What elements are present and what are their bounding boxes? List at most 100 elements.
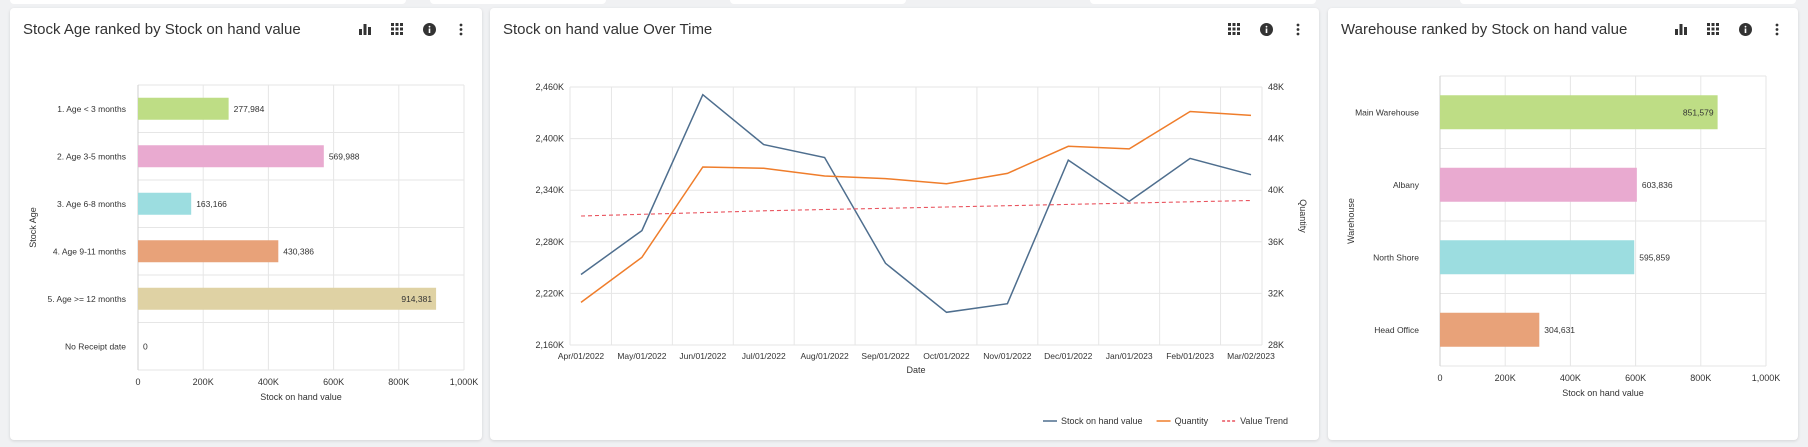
panel-title: Stock Age ranked by Stock on hand value [23, 21, 301, 38]
bar [138, 145, 324, 168]
y-right-axis-label: Quantity [1298, 199, 1308, 233]
bar [138, 240, 279, 263]
x-tick-label: Mar/02/2023 [1227, 351, 1275, 361]
bar [1440, 95, 1718, 130]
category-label: 1. Age < 3 months [57, 104, 126, 114]
bar [1440, 167, 1637, 202]
y-left-tick-label: 2,460K [535, 82, 564, 92]
x-tick-label: 600K [1625, 373, 1646, 383]
series-line [580, 110, 1252, 304]
bar [1440, 240, 1635, 275]
x-tick-label: May/01/2022 [617, 351, 666, 361]
panel-top-strip [1460, 0, 1796, 4]
category-label: 3. Age 6-8 months [57, 199, 126, 209]
y-left-tick-label: 2,160K [535, 340, 564, 350]
x-tick-label: 400K [1560, 373, 1581, 383]
x-tick-label: Apr/01/2022 [558, 351, 605, 361]
category-label: 4. Age 9-11 months [53, 246, 126, 256]
info-icon[interactable] [418, 18, 440, 40]
x-tick-label: 600K [323, 377, 344, 387]
category-label: 2. Age 3-5 months [57, 151, 126, 161]
legend-label: Value Trend [1240, 416, 1288, 426]
x-tick-label: 0 [135, 377, 140, 387]
x-axis-label: Date [906, 365, 925, 375]
x-tick-label: Jan/01/2023 [1106, 351, 1153, 361]
y-axis-label: Warehouse [1346, 198, 1356, 244]
panel-title: Warehouse ranked by Stock on hand value [1341, 21, 1628, 38]
x-tick-label: 200K [1495, 373, 1516, 383]
data-label: 430,386 [283, 246, 314, 256]
category-label: Head Office [1374, 325, 1419, 335]
data-label: 163,166 [196, 199, 227, 209]
panel-title: Stock on hand value Over Time [503, 21, 713, 38]
bar [1440, 312, 1540, 347]
category-label: No Receipt date [65, 341, 126, 351]
stock-over-time-panel: Stock on hand value Over Time 2,160K 28K 2… [490, 8, 1319, 440]
grid-icon[interactable] [1223, 18, 1245, 40]
y-left-tick-label: 2,400K [535, 134, 564, 144]
y-right-tick-label: 28K [1268, 340, 1284, 350]
panel-toolbar [1223, 18, 1309, 40]
grid-icon[interactable] [1702, 18, 1724, 40]
x-tick-label: 400K [258, 377, 279, 387]
warehouse-panel: Warehouse ranked by Stock on hand value … [1328, 8, 1798, 440]
y-left-tick-label: 2,340K [535, 185, 564, 195]
stock-age-panel: Stock Age ranked by Stock on hand value … [10, 8, 482, 440]
panel-toolbar [1670, 18, 1788, 40]
data-label: 851,579 [1683, 107, 1714, 117]
x-tick-label: Jun/01/2022 [679, 351, 726, 361]
x-tick-label: 200K [193, 377, 214, 387]
bar [138, 192, 192, 215]
panel-top-strip [10, 0, 406, 4]
y-right-tick-label: 32K [1268, 288, 1284, 298]
x-tick-label: Aug/01/2022 [801, 351, 849, 361]
y-left-tick-label: 2,280K [535, 237, 564, 247]
data-label: 304,631 [1544, 325, 1575, 335]
y-right-tick-label: 36K [1268, 237, 1284, 247]
category-label: Albany [1393, 180, 1420, 190]
more-icon[interactable] [1287, 18, 1309, 40]
y-axis-label: Stock Age [28, 207, 38, 248]
category-label: North Shore [1373, 252, 1419, 262]
legend-label: Quantity [1175, 416, 1209, 426]
category-label: 5. Age >= 12 months [48, 294, 126, 304]
more-icon[interactable] [450, 18, 472, 40]
x-tick-label: Sep/01/2022 [861, 351, 909, 361]
warehouse-bar-chart: 0 200K 400K 600K 800K 1,000K Main Warehouse 851… [1346, 75, 1780, 398]
x-tick-label: 800K [388, 377, 409, 387]
x-tick-label: Oct/01/2022 [923, 351, 970, 361]
y-left-tick-label: 2,220K [535, 288, 564, 298]
data-label: 277,984 [234, 104, 265, 114]
x-axis-label: Stock on hand value [1562, 388, 1644, 398]
data-label: 595,859 [1639, 252, 1670, 262]
panel-top-strip [730, 0, 906, 4]
series-line [580, 93, 1252, 314]
data-label: 603,836 [1642, 180, 1673, 190]
bar [138, 97, 229, 120]
bar-chart-icon[interactable] [1670, 18, 1692, 40]
more-icon[interactable] [1766, 18, 1788, 40]
data-label: 0 [143, 341, 148, 351]
stock-age-bar-chart: 0 200K 400K 600K 800K 1,000K 1. Age < 3 months… [28, 84, 479, 402]
x-tick-label: Jul/01/2022 [742, 351, 786, 361]
info-icon[interactable] [1734, 18, 1756, 40]
x-axis-label: Stock on hand value [260, 392, 342, 402]
panel-top-strip [430, 0, 606, 4]
y-right-tick-label: 48K [1268, 82, 1284, 92]
category-label: Main Warehouse [1355, 107, 1419, 117]
x-tick-label: 1,000K [450, 377, 479, 387]
x-tick-label: Feb/01/2023 [1166, 351, 1214, 361]
x-tick-label: 800K [1690, 373, 1711, 383]
x-tick-label: Dec/01/2022 [1044, 351, 1092, 361]
x-tick-label: Nov/01/2022 [983, 351, 1031, 361]
panel-toolbar [354, 18, 472, 40]
bar [138, 287, 437, 310]
x-tick-label: 0 [1437, 373, 1442, 383]
info-icon[interactable] [1255, 18, 1277, 40]
data-label: 914,381 [401, 294, 432, 304]
bar-chart-icon[interactable] [354, 18, 376, 40]
legend-label: Stock on hand value [1061, 416, 1143, 426]
grid-icon[interactable] [386, 18, 408, 40]
y-right-tick-label: 40K [1268, 185, 1284, 195]
panel-top-strip [1090, 0, 1316, 4]
